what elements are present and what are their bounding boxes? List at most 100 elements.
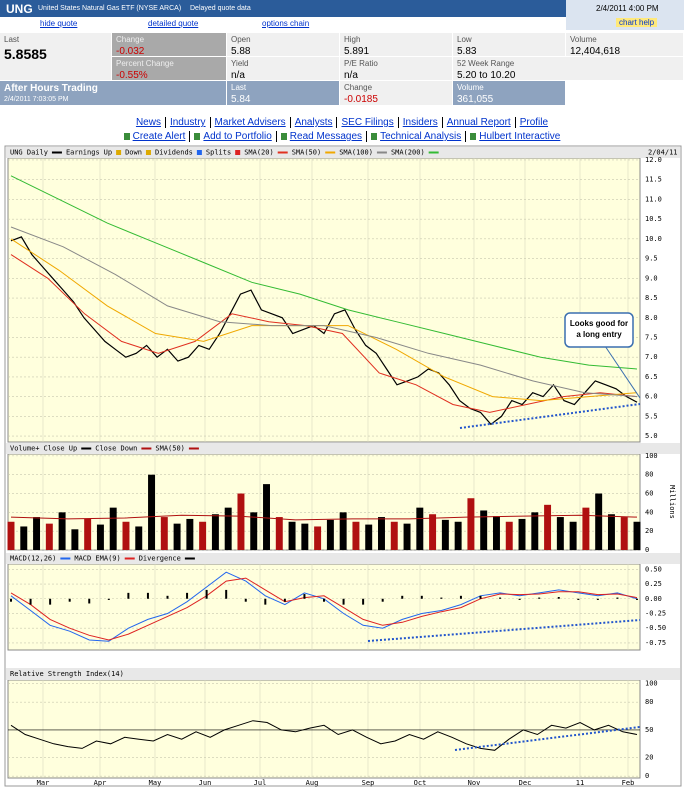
y-tick-label: 8.0	[645, 314, 658, 322]
value: 2/4/2011 7:03:05 PM	[4, 96, 69, 103]
volume-bar	[211, 514, 219, 550]
y-tick-label: 5.5	[645, 412, 658, 420]
nav-link[interactable]: News	[135, 117, 161, 128]
marker-icon	[196, 150, 202, 155]
nav-link[interactable]: Market Advisers	[209, 117, 290, 128]
x-tick-label: Jul	[254, 779, 267, 787]
y-tick-label: 60	[645, 490, 653, 498]
panel-header	[6, 668, 680, 680]
volume-bar	[633, 521, 641, 550]
header-text: Volume+	[10, 445, 40, 453]
header-text: Relative Strength Index(14)	[10, 670, 124, 678]
header-text: Close Down	[95, 445, 137, 453]
nav-link[interactable]: Read Messages	[275, 131, 367, 142]
nav-link[interactable]: Industry	[164, 117, 210, 128]
y-tick-label: 20	[645, 527, 653, 535]
value: -0.0185	[344, 94, 378, 105]
nav-link[interactable]: Insiders	[397, 117, 442, 128]
after-hours-cell: Volume 361,055	[453, 81, 566, 106]
header-text: SMA(50)	[155, 445, 185, 453]
volume-bar	[148, 474, 156, 550]
nav-link[interactable]: Analysts	[289, 117, 337, 128]
volume-bar	[326, 519, 334, 550]
volume-bar	[505, 521, 513, 550]
y-tick-label: 6.5	[645, 373, 658, 381]
volume-bar	[237, 493, 245, 550]
header-text: SMA(200)	[391, 149, 425, 157]
y-tick-label: -0.75	[645, 639, 666, 647]
y-tick-label: -0.25	[645, 609, 666, 617]
volume-bar	[582, 507, 590, 550]
volume-bar	[352, 521, 360, 550]
value: 5.8585	[4, 46, 47, 62]
y-tick-label: 9.5	[645, 255, 658, 263]
x-tick-label: May	[149, 779, 162, 787]
link[interactable]: hide quote	[40, 19, 78, 28]
plot-area	[7, 157, 641, 443]
nav-link[interactable]: SEC Filings	[336, 117, 398, 128]
volume-bar	[531, 512, 539, 550]
quote-cell: Volume 12,404,618	[566, 33, 684, 57]
header-text: Divergence	[139, 555, 181, 563]
volume-bar	[263, 484, 270, 550]
y-tick-label: 11.5	[645, 176, 662, 184]
y-tick-label: 11.0	[645, 195, 662, 203]
x-tick-label: 11	[576, 779, 584, 787]
y-tick-label: 0.00	[645, 595, 662, 603]
volume-bar	[416, 507, 424, 550]
series-line	[10, 236, 638, 426]
plot-area	[7, 563, 641, 651]
link[interactable]: options chain	[262, 19, 310, 28]
volume-bar	[556, 517, 564, 550]
nav-link[interactable]: Create Alert	[120, 131, 190, 142]
nav-link[interactable]: Technical Analysis	[366, 131, 466, 142]
label: Volume	[457, 83, 484, 92]
volume-bar	[569, 521, 577, 550]
x-tick-label: Dec	[519, 779, 532, 787]
y-tick-label: 20	[645, 754, 653, 762]
series-line	[10, 254, 638, 413]
datetime: 2/4/2011 4:00 PM	[596, 4, 659, 13]
volume-bar	[33, 517, 41, 550]
label: Low	[457, 35, 472, 44]
header-bar: UNG United States Natural Gas ETF (NYSE …	[0, 0, 566, 17]
nav-link[interactable]: Annual Report	[441, 117, 515, 128]
label: P/E Ratio	[344, 59, 378, 68]
y-tick-label: 6.0	[645, 393, 658, 401]
series-line	[10, 175, 638, 370]
y-tick-label: 80	[645, 471, 653, 479]
quote-cell: Open 5.88	[227, 33, 340, 57]
nav-link[interactable]: Profile	[514, 117, 553, 128]
volume-bar	[403, 523, 411, 550]
volume-bar	[84, 518, 92, 550]
y-tick-label: 12.0	[645, 156, 662, 164]
volume-bar	[199, 521, 207, 550]
link[interactable]: detailed quote	[148, 19, 199, 28]
value: 361,055	[457, 94, 494, 105]
y-tick-label: 5.0	[645, 432, 658, 440]
y-tick-label: -0.50	[645, 624, 666, 632]
y-tick-label: 8.5	[645, 294, 658, 302]
quote-cell: P/E Ratio n/a	[340, 57, 453, 81]
callout-text: Looks good for	[570, 319, 628, 328]
volume-bar	[173, 523, 181, 550]
chart-help[interactable]: chart help	[616, 18, 658, 27]
value: 12,404,618	[570, 46, 621, 57]
nav-link[interactable]: Hulbert Interactive	[465, 131, 565, 142]
nav-link[interactable]: Add to Portfolio	[189, 131, 276, 142]
callout-text: a long entry	[576, 330, 622, 339]
value: 5.84	[231, 94, 251, 105]
volume-bar	[109, 507, 117, 550]
last-cell: Last 5.8585	[0, 33, 112, 81]
y-tick-label: 7.0	[645, 353, 658, 361]
y-tick-label: 100	[645, 452, 658, 460]
label: Volume	[570, 35, 597, 44]
volume-bar	[518, 518, 526, 550]
value: 5.891	[344, 46, 370, 57]
series-line	[10, 514, 638, 521]
plot-area	[7, 679, 641, 779]
callout-arrow	[604, 345, 641, 399]
y-tick-label: 0	[645, 772, 649, 780]
